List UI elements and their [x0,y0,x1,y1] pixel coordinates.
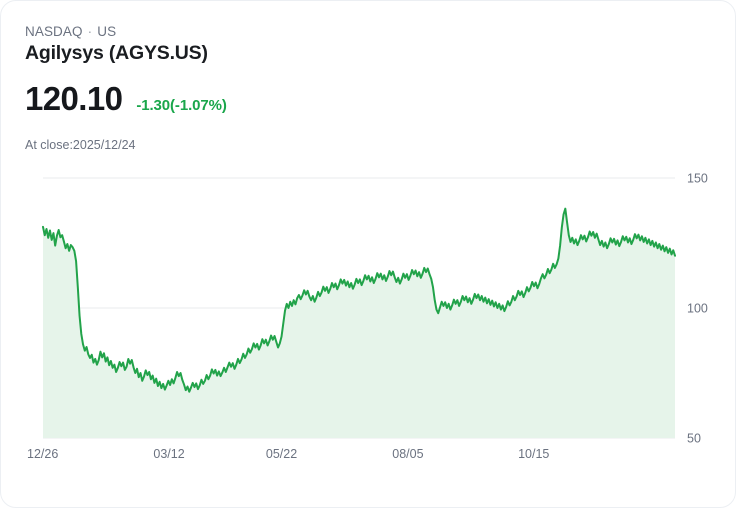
x-tick-label: 08/05 [392,447,423,461]
region-name: US [97,24,117,39]
price-row: 120.10 -1.30(-1.07%) [25,80,227,118]
x-tick-label: 12/26 [27,447,58,461]
y-tick-label: 100 [687,302,708,316]
y-tick-label: 150 [687,172,708,186]
market-status-note: At close:2025/12/24 [25,138,136,152]
price-change: -1.30(-1.07%) [136,97,227,114]
exchange-separator: · [87,24,93,39]
y-tick-label: 50 [687,432,701,446]
x-tick-label: 05/22 [266,447,297,461]
x-axis-labels: 12/26 03/12 05/22 08/05 10/15 [27,447,549,461]
price-chart-svg[interactable]: 150 100 50 12/26 03/12 05/22 08/05 10/15 [1,161,736,481]
price-area-fill [43,208,675,438]
last-price: 120.10 [25,80,123,117]
price-line [42,207,676,393]
price-chart[interactable]: 150 100 50 12/26 03/12 05/22 08/05 10/15 [1,161,736,481]
y-axis-labels: 150 100 50 [687,172,708,446]
exchange-name: NASDAQ [25,24,83,39]
page-title: Agilysys (AGYS.US) [25,42,208,64]
x-tick-label: 03/12 [153,447,184,461]
exchange-region-row: NASDAQ · US [25,24,116,39]
x-tick-label: 10/15 [518,447,549,461]
